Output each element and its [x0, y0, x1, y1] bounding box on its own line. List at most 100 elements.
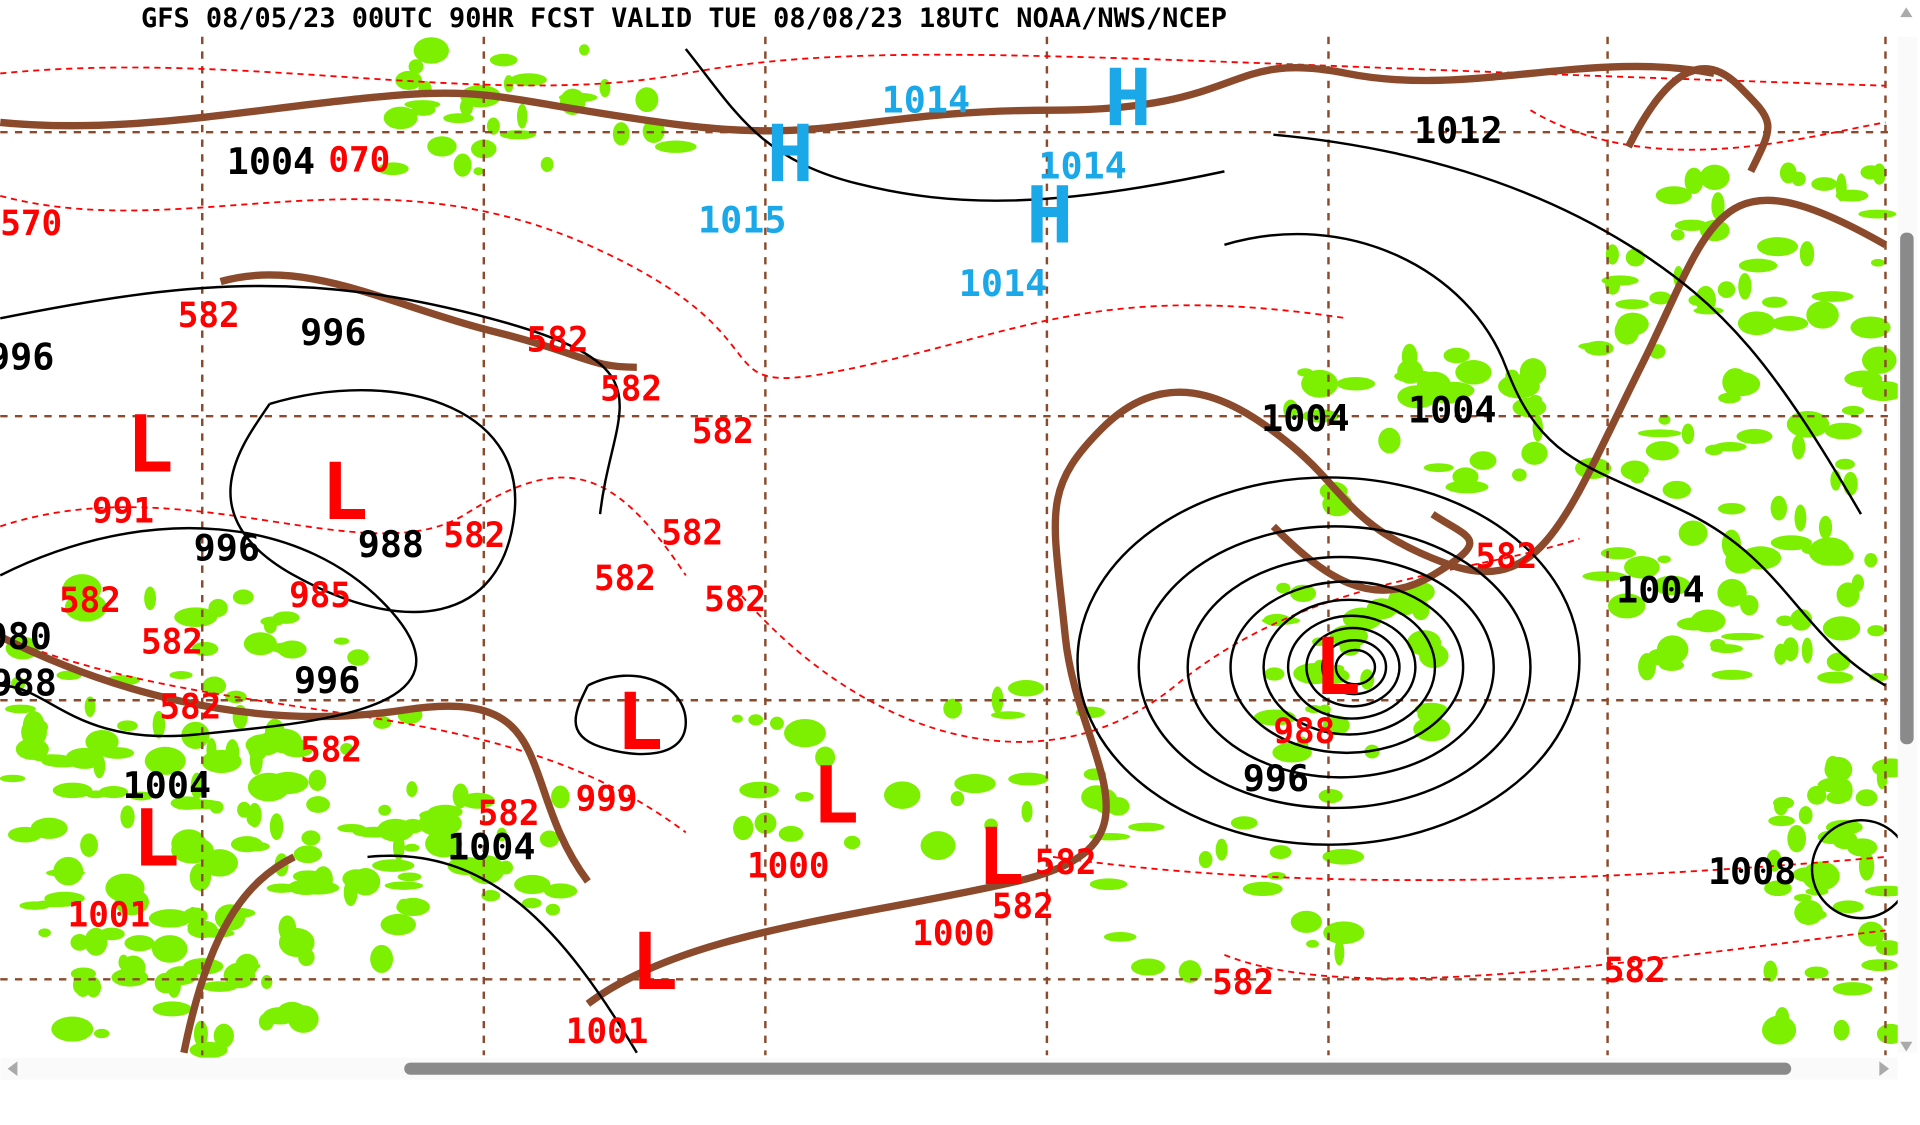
precip-area	[1674, 219, 1709, 231]
typhoon-isobar	[1186, 555, 1495, 779]
precip-area	[540, 156, 554, 172]
precip-area	[1798, 806, 1813, 825]
precip-area	[460, 792, 495, 809]
precip-area	[402, 818, 424, 834]
precip-area	[1722, 368, 1749, 397]
precip-area	[1103, 932, 1137, 942]
precip-area	[191, 641, 219, 657]
precip-area	[1774, 643, 1788, 665]
coastline	[0, 633, 591, 884]
precip-area	[1616, 312, 1649, 336]
horizontal-scrollbar[interactable]	[0, 1057, 1898, 1080]
precip-area	[1630, 474, 1645, 484]
precip-area	[1824, 756, 1853, 783]
thickness-contour	[1052, 855, 1886, 882]
vertical-scroll-thumb[interactable]	[1900, 232, 1914, 745]
scroll-right-arrow-icon[interactable]	[1879, 1061, 1890, 1077]
precip-area	[1416, 371, 1451, 400]
precip-area	[1269, 845, 1292, 860]
isobar-label: 996	[300, 311, 366, 354]
precip-area	[1655, 186, 1692, 205]
precip-area	[1452, 467, 1479, 487]
precip-area	[1711, 669, 1753, 680]
precip-area	[1512, 468, 1527, 482]
precip-area	[599, 78, 611, 98]
vertical-scrollbar[interactable]	[1897, 7, 1918, 1053]
precip-area	[62, 574, 102, 604]
isobar-label: 996	[194, 527, 260, 570]
precip-area	[1178, 960, 1202, 983]
thickness-label: 582	[1475, 537, 1537, 577]
precip-area	[64, 868, 83, 878]
precip-area	[1841, 405, 1865, 416]
thickness-label: 991	[92, 492, 154, 532]
thickness-label: 1000	[747, 847, 830, 887]
precip-area	[308, 769, 327, 791]
precip-area	[120, 805, 135, 829]
high-pressure-value: 1015	[698, 199, 786, 242]
thickness-label: 988	[1273, 712, 1335, 752]
precip-area	[1336, 376, 1376, 391]
precip-area	[1710, 644, 1743, 654]
precip-area	[1790, 608, 1813, 631]
isobar-label: 1004	[447, 825, 535, 868]
isobar	[0, 284, 621, 515]
precip-area	[1768, 238, 1780, 251]
precip-area	[1793, 893, 1812, 902]
precip-area	[731, 714, 743, 723]
horizontal-scroll-thumb[interactable]	[404, 1062, 1792, 1075]
precip-area	[384, 881, 424, 890]
precip-area	[1807, 785, 1827, 805]
high-pressure-value: 1014	[1038, 145, 1126, 188]
precip-area	[352, 826, 397, 838]
precip-area	[1678, 520, 1708, 546]
precip-area	[1423, 463, 1454, 473]
precip-area	[496, 827, 507, 842]
low-pressure-marker: L	[616, 677, 663, 768]
isobar	[367, 854, 638, 1054]
thickness-label: 582	[992, 887, 1054, 927]
precip-area	[1864, 552, 1878, 568]
precip-area	[1443, 347, 1470, 364]
thickness-contour	[1224, 929, 1886, 980]
precip-area	[1008, 772, 1049, 786]
precip-area	[1843, 471, 1858, 496]
precip-area	[263, 619, 277, 634]
scroll-up-arrow-icon[interactable]	[1900, 7, 1913, 18]
precip-area	[1417, 705, 1444, 724]
precip-area	[230, 836, 263, 853]
isobar-label: 988	[0, 661, 57, 704]
precip-area	[1413, 716, 1451, 742]
precip-area	[1815, 862, 1838, 884]
precip-area	[459, 97, 473, 117]
isobar-label: 988	[358, 523, 424, 566]
precip-area	[1607, 593, 1646, 619]
precip-area	[171, 829, 207, 859]
precip-area	[406, 781, 418, 798]
scroll-down-arrow-icon[interactable]	[1900, 1041, 1913, 1052]
precip-area	[120, 955, 146, 981]
precip-area	[1770, 495, 1788, 521]
precip-area	[32, 754, 71, 763]
precip-area	[190, 772, 204, 800]
precip-area	[1306, 939, 1319, 948]
precip-area	[635, 87, 659, 113]
scroll-left-arrow-icon[interactable]	[7, 1061, 18, 1077]
typhoon-isobar	[1137, 525, 1532, 810]
precip-area	[51, 1016, 94, 1042]
precip-area	[1818, 515, 1833, 540]
thickness-label: 582	[178, 296, 240, 336]
precip-area	[1804, 966, 1829, 979]
precip-area	[1711, 192, 1725, 220]
precip-area	[0, 774, 26, 783]
isobar	[0, 527, 418, 738]
precip-area	[1861, 380, 1905, 402]
precip-area	[1378, 427, 1401, 454]
precip-area	[1773, 796, 1795, 810]
precip-area	[510, 73, 547, 87]
precip-area	[38, 928, 51, 938]
precip-area	[232, 589, 254, 605]
precip-area	[1128, 822, 1165, 832]
precip-area	[579, 44, 590, 56]
typhoon-isobar	[1334, 648, 1377, 686]
